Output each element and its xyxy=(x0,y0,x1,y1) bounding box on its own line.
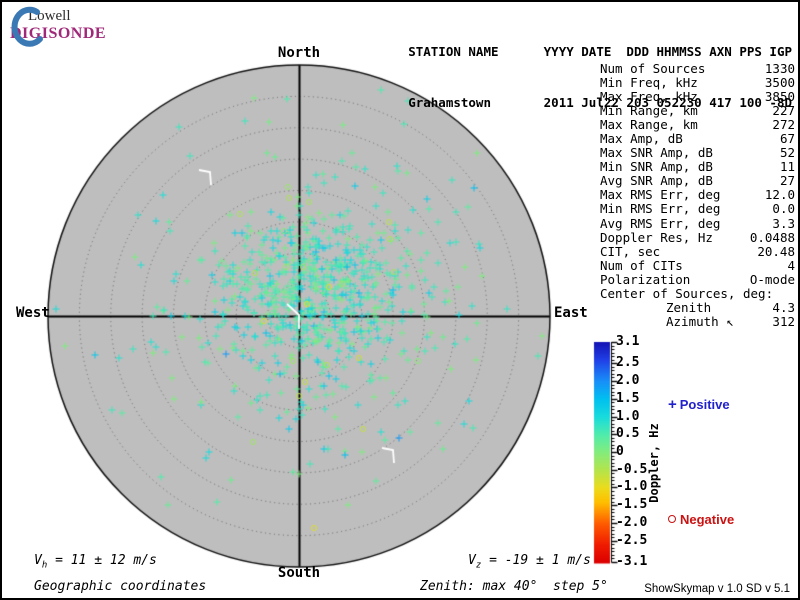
digisonde-arc-icon xyxy=(11,6,43,47)
stats-label: CIT, sec xyxy=(600,243,661,259)
vz-readout: Vz = -19 ± 1 m/s xyxy=(468,553,591,571)
stats-row: Min Range, km 227 xyxy=(600,104,795,118)
stats-row: Num of Sources 1330 xyxy=(600,61,795,76)
stats-value: 4.3 xyxy=(772,299,795,315)
stats-row: Doppler Res, Hz 0.0488 xyxy=(600,229,795,245)
stats-row: Min SNR Amp, dB 11 xyxy=(600,160,795,174)
stats-row: Azimuth ↖ 312 xyxy=(600,313,795,329)
stats-row: Max SNR Amp, dB 52 xyxy=(600,146,795,160)
compass-north-label: North xyxy=(277,45,321,61)
colorbar-tick-label: 2.5 xyxy=(616,355,640,371)
stats-row: Max Amp, dB 67 xyxy=(600,132,795,146)
stats-label: Min Range, km xyxy=(600,103,698,119)
colorbar-tick-label: -2.5 xyxy=(616,532,648,548)
legend-positive: + Positive xyxy=(668,396,730,413)
stats-value: 3850 xyxy=(764,89,795,105)
stats-value: 227 xyxy=(772,103,795,119)
stats-row: Avg RMS Err, deg 3.3 xyxy=(600,215,795,231)
stats-label: Avg SNR Amp, dB xyxy=(600,173,713,189)
colorbar-tick-label: 1.0 xyxy=(616,408,640,424)
stats-panel: Num of Sources 1330 Min Freq, kHz 3500 Max F… xyxy=(600,61,795,329)
stats-row: CIT, sec 20.48 xyxy=(600,243,795,259)
stats-label: Min SNR Amp, dB xyxy=(600,159,713,175)
stats-row: Max Freq, kHz 3850 xyxy=(600,90,795,104)
stats-value: 0.0 xyxy=(772,201,795,217)
colorbar-tick-label: -2.0 xyxy=(616,514,648,530)
stats-value: 11 xyxy=(779,159,795,175)
stats-row: Num of CITs 4 xyxy=(600,257,795,273)
stats-row: Center of Sources, deg: xyxy=(600,285,795,301)
stats-row: Zenith 4.3 xyxy=(600,299,795,315)
compass-east-label: East xyxy=(554,305,588,321)
compass-west-label: West xyxy=(16,305,50,321)
colorbar-tick-label: -3.1 xyxy=(616,554,648,569)
stats-value: 0.0488 xyxy=(749,229,795,245)
header-column-titles: STATION NAME YYYY DATE DDD HHMMSS AXN PP… xyxy=(408,44,792,59)
stats-label: Num of CITs xyxy=(600,257,683,273)
stats-value: 67 xyxy=(779,131,795,147)
stats-value: 312 xyxy=(772,313,795,329)
colorbar-tick-label: 3.1 xyxy=(616,334,640,349)
software-version-label: ShowSkymap v 1.0 SD v 5.1 xyxy=(644,583,790,595)
vh-readout: Vh = 11 ± 12 m/s xyxy=(34,553,157,571)
legend-negative-label: Negative xyxy=(680,512,735,527)
legend-negative: Negative xyxy=(668,512,734,527)
stats-value: 1330 xyxy=(764,61,795,76)
stats-row: Polarization O-mode xyxy=(600,271,795,287)
compass-south-label: South xyxy=(277,565,321,581)
stats-value: 3.3 xyxy=(772,215,795,231)
stats-value: O-mode xyxy=(749,271,795,287)
circle-marker-icon xyxy=(668,515,676,523)
colorbar-axis-title: Doppler, Hz xyxy=(647,423,661,503)
colorbar-tick-label: -0.5 xyxy=(616,461,648,477)
colorbar-tick-label: 0 xyxy=(616,444,624,459)
zenith-range-label: Zenith: max 40° step 5° xyxy=(420,579,608,594)
stats-label: Center of Sources, deg: xyxy=(600,285,774,301)
logo-text: Lowell DIGISONDE xyxy=(10,8,106,43)
stats-label: Polarization xyxy=(600,271,691,287)
stats-row: Max Range, km 272 xyxy=(600,118,795,132)
stats-row: Min Freq, kHz 3500 xyxy=(600,75,795,91)
stats-row: Avg SNR Amp, dB 27 xyxy=(600,174,795,188)
stats-label: Max Amp, dB xyxy=(600,131,683,147)
colorbar-tick-label: 0.5 xyxy=(616,426,640,442)
stats-label: Num of Sources xyxy=(600,61,706,76)
stats-value: 20.48 xyxy=(757,243,795,259)
stats-value: 3500 xyxy=(764,75,795,91)
stats-label: Max RMS Err, deg xyxy=(600,187,721,203)
stats-label: Max SNR Amp, dB xyxy=(600,145,713,161)
colorbar-tick-label: 2.0 xyxy=(616,373,640,389)
legend-positive-label: Positive xyxy=(679,397,730,412)
colorbar-tick-label: 1.5 xyxy=(616,390,640,406)
stats-value: 4 xyxy=(787,257,795,273)
stats-value: 272 xyxy=(772,117,795,133)
stats-value: 12.0 xyxy=(764,187,795,203)
stats-value: 27 xyxy=(779,173,795,189)
stats-label: Max Freq, kHz xyxy=(600,89,698,105)
header-station-values: Grahamstown 2011 Jul22 203 052230 417 10… xyxy=(408,95,792,110)
colorbar-tick-label: -1.0 xyxy=(616,479,648,495)
stats-label: Max Range, km xyxy=(600,117,698,133)
stats-label: Avg RMS Err, deg xyxy=(600,215,721,231)
station-header: STATION NAME YYYY DATE DDD HHMMSS AXN PP… xyxy=(408,9,792,145)
stats-label: Min RMS Err, deg xyxy=(600,201,721,217)
stats-label: Min Freq, kHz xyxy=(600,75,698,91)
logo-digisonde-text: DIGISONDE xyxy=(10,25,107,42)
coordinates-label: Geographic coordinates xyxy=(34,579,207,594)
plus-marker-icon: + xyxy=(668,396,677,413)
lowell-digisonde-logo: Lowell DIGISONDE xyxy=(10,6,106,47)
colorbar-tick-label: -1.5 xyxy=(616,497,648,513)
stats-label: Azimuth ↖ xyxy=(666,313,734,329)
stats-row: Min RMS Err, deg 0.0 xyxy=(600,202,795,216)
stats-label: Zenith xyxy=(666,299,712,315)
stats-value: 52 xyxy=(779,145,795,161)
stats-row: Max RMS Err, deg 12.0 xyxy=(600,188,795,202)
stats-label: Doppler Res, Hz xyxy=(600,229,713,245)
